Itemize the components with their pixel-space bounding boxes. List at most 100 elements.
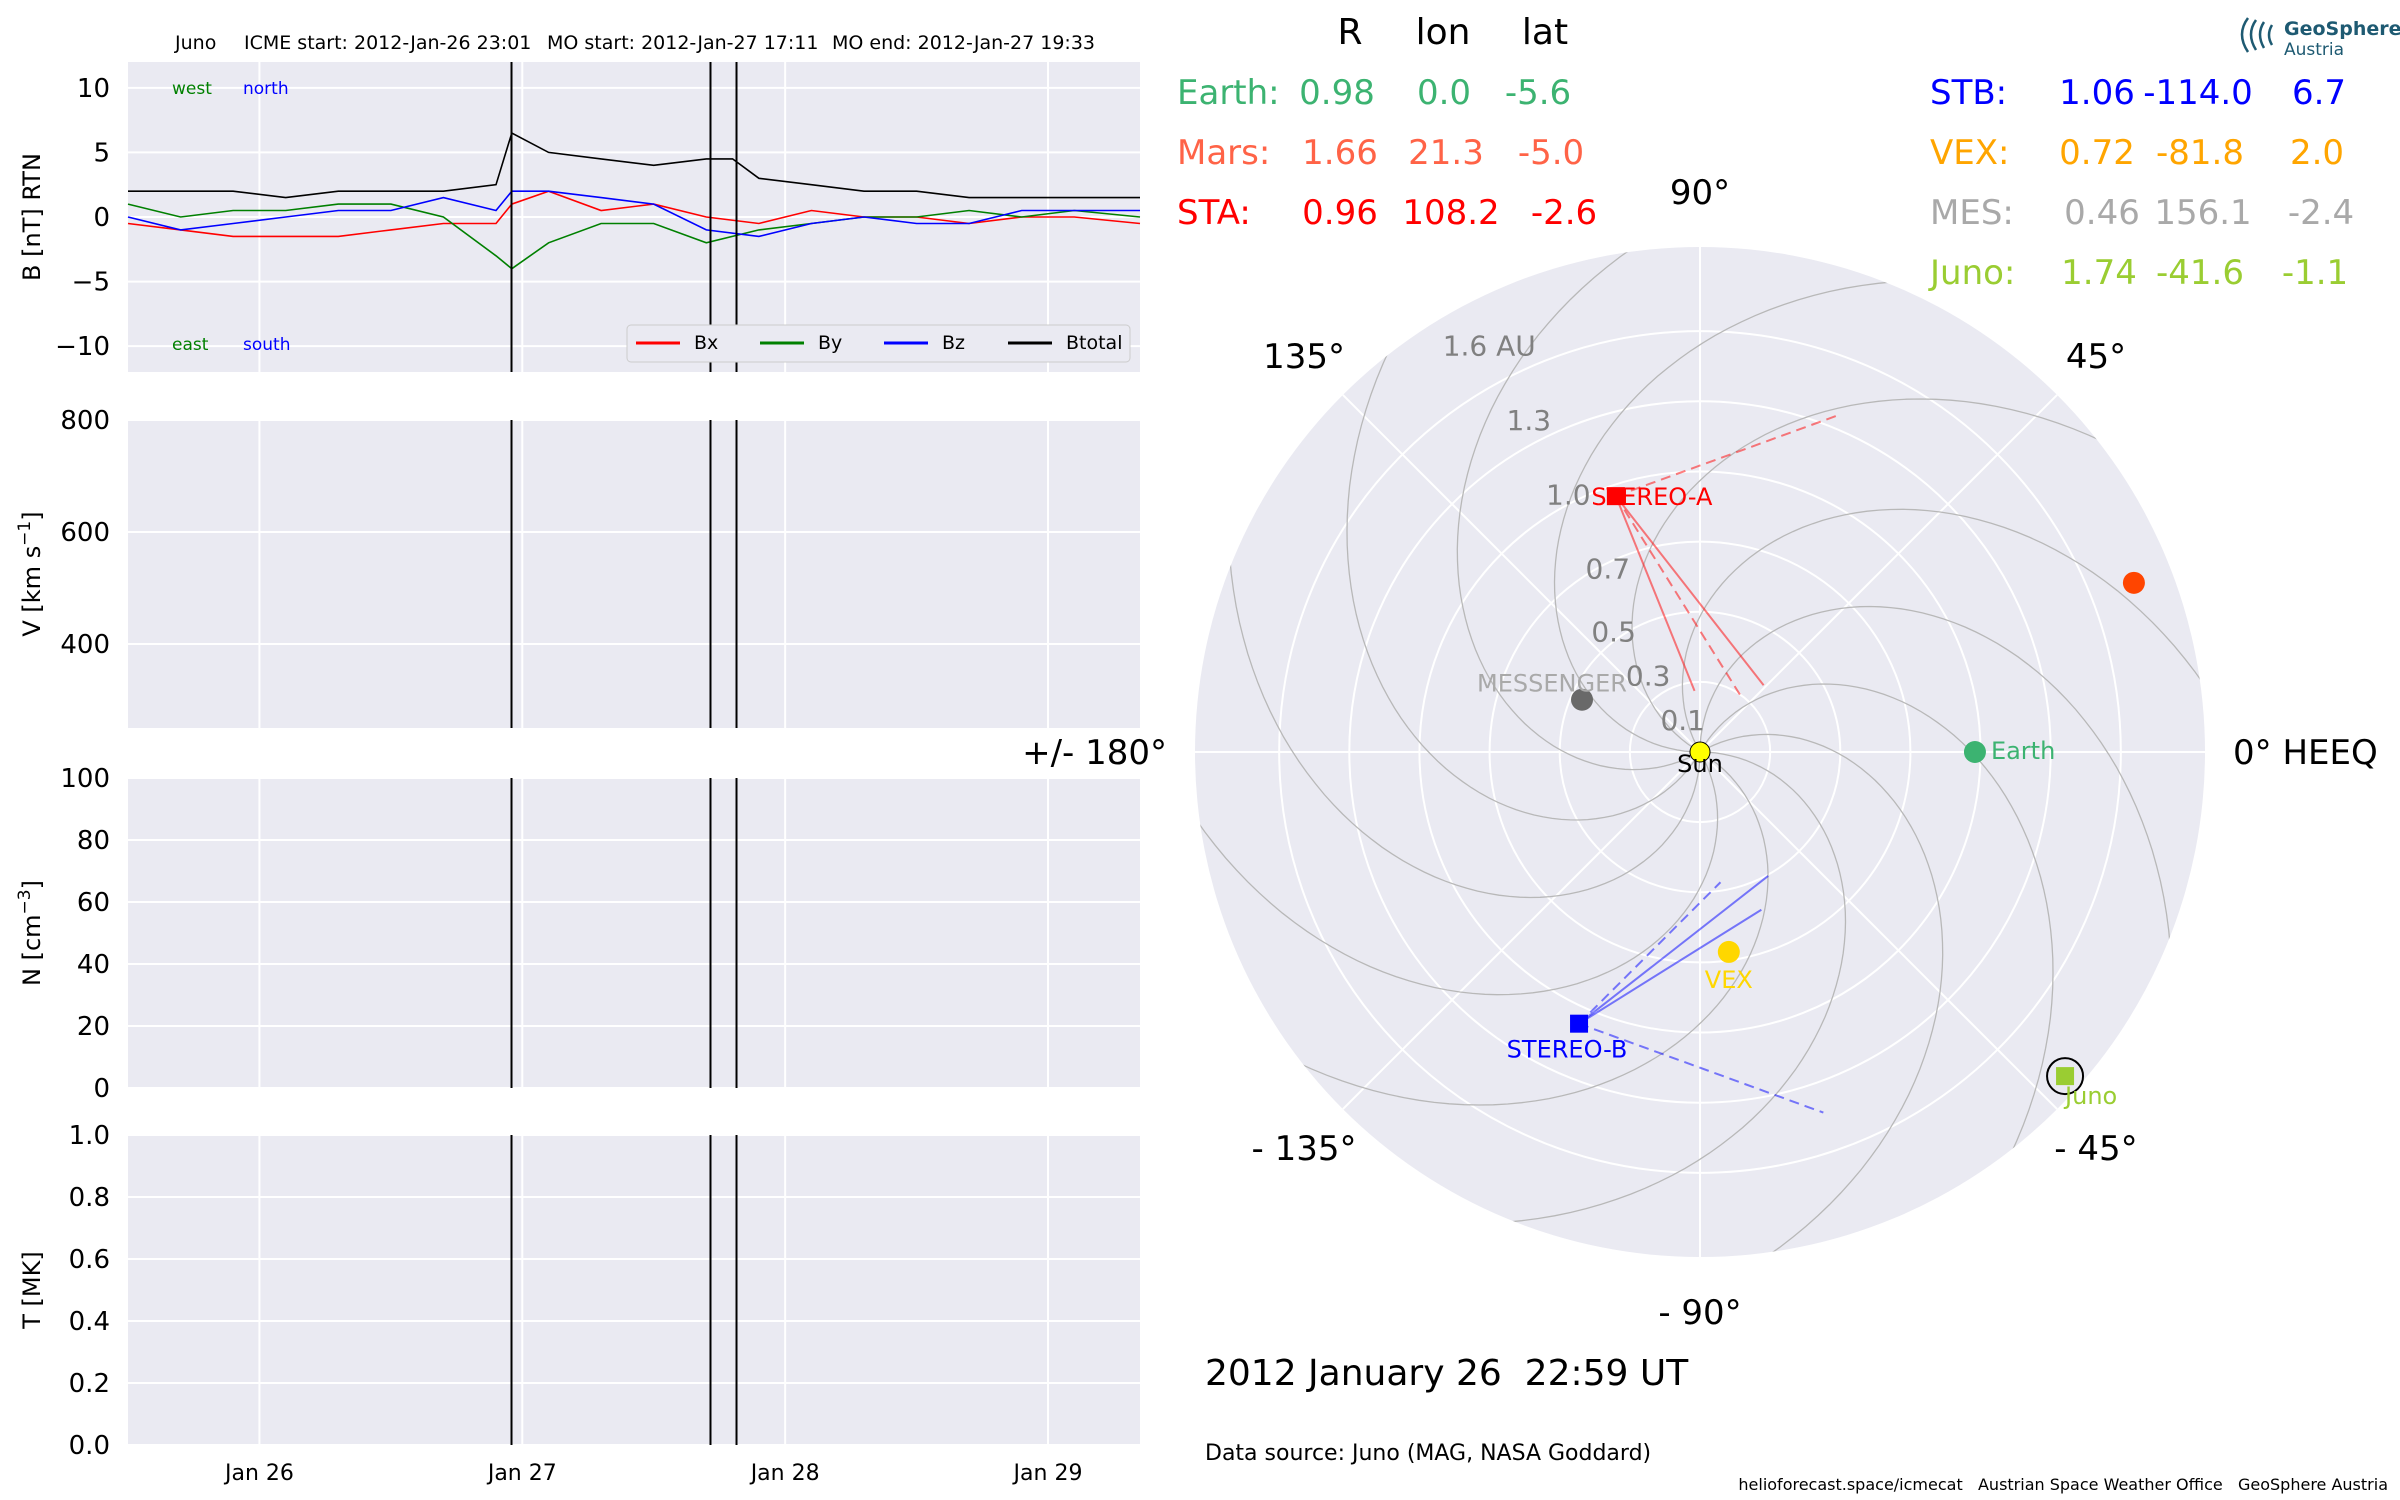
body-label-sta: STEREO-A <box>1591 483 1713 511</box>
y-axis-label-text: ] <box>18 511 46 520</box>
radial-tick-label: 0.5 <box>1591 615 1636 648</box>
body-label-sun: Sun <box>1677 750 1723 778</box>
y-tick-label: 0.4 <box>69 1307 110 1337</box>
view-line-sta <box>1615 495 1744 701</box>
radial-tick-label: 1.0 <box>1546 478 1591 511</box>
panel-velocity: 400 600 800 V [km s−1] <box>15 406 1140 728</box>
y-tick-label: 80 <box>77 826 110 856</box>
y-axis-label-text: N [cm <box>18 914 46 986</box>
series-line-btotal <box>128 131 1140 199</box>
positions-table-left: Earth: 0.98 0.0 -5.6 Mars: 1.66 21.3 -5.… <box>1177 73 1597 233</box>
angle-label: 135° <box>1263 337 1345 377</box>
table-header-lon: lon <box>1416 12 1471 53</box>
row-stb-lon: -114.0 <box>2143 73 2253 113</box>
row-vex-r: 0.72 <box>2059 133 2135 173</box>
row-sta-r: 0.96 <box>1302 193 1378 233</box>
row-juno-r: 1.74 <box>2061 253 2137 293</box>
positions-table-right: STB: 1.06 -114.0 6.7 VEX: 0.72 -81.8 2.0… <box>1928 73 2354 293</box>
row-stb-name: STB: <box>1930 73 2007 113</box>
polar-spoke <box>1699 394 2058 753</box>
annotation-west: west <box>172 79 212 99</box>
y-tick-label: 0.8 <box>69 1183 110 1213</box>
body-marker-juno <box>2056 1067 2075 1086</box>
y-axis-label-exponent: −3 <box>15 889 35 914</box>
body-label-earth: Earth <box>1991 737 2055 765</box>
angle-label: 45° <box>2066 337 2126 377</box>
panel-magnetic-field: −10 −5 0 5 10 B [nT] RTN <box>18 62 1141 372</box>
parker-spiral-line <box>1456 247 1875 771</box>
data-source-label: Data source: Juno (MAG, NASA Goddard) <box>1205 1441 1651 1466</box>
y-tick-label: −10 <box>55 332 110 362</box>
series-line-bx <box>127 190 1141 238</box>
y-tick-label: 800 <box>60 406 110 436</box>
y-tick-label: 10 <box>77 74 110 104</box>
row-earth-lon: 0.0 <box>1417 73 1471 113</box>
angle-label: 90° <box>1670 173 1730 213</box>
panel-density: 0 20 40 60 80 100 N [cm−3] <box>15 764 1140 1104</box>
row-juno-name: Juno: <box>1928 253 2015 293</box>
y-tick-label: 60 <box>77 888 110 918</box>
angle-label: +/- 180° <box>1022 733 1167 773</box>
row-stb-r: 1.06 <box>2059 73 2135 113</box>
panel-background <box>128 1135 1140 1445</box>
parker-spiral-line <box>1681 508 2205 927</box>
body-marker-sun <box>1689 741 1711 763</box>
header-mo-start: MO start: 2012-Jan-27 17:11 <box>547 32 818 54</box>
y-tick-label: 20 <box>77 1012 110 1042</box>
datetime-label: 2012 January 26 22:59 UT <box>1205 1353 1689 1394</box>
timeseries-panels: −10 −5 0 5 10 B [nT] RTN 400 600 800 V [km s−1] 0 2… <box>15 62 1141 1486</box>
radial-tick-label: 0.1 <box>1660 704 1705 737</box>
y-axis-label-text: V [km s <box>18 546 46 637</box>
juno-highlight-ring <box>2046 1057 2085 1096</box>
y-axis-label-exponent: −1 <box>15 521 35 546</box>
geosphere-logo-icon <box>2240 17 2274 53</box>
row-mes-r: 0.46 <box>2064 193 2140 233</box>
y-tick-label: 100 <box>60 764 110 794</box>
angle-label: 0° HEEQ <box>2233 733 2378 773</box>
row-mars-r: 1.66 <box>1302 133 1378 173</box>
body-marker-earth <box>1963 741 1986 763</box>
x-tick-label: Jan 28 <box>749 1461 820 1486</box>
row-mes-lon: 156.1 <box>2154 193 2251 233</box>
radial-tick-label: 1.3 <box>1507 404 1552 437</box>
y-tick-label: 40 <box>77 950 110 980</box>
legend: Bx By Bz Btotal <box>626 324 1131 363</box>
body-label-juno: Juno <box>2063 1082 2117 1110</box>
row-earth-name: Earth: <box>1177 73 1280 113</box>
radial-tick-label: 0.7 <box>1586 553 1631 586</box>
y-tick-label: 400 <box>60 630 110 660</box>
polar-spoke <box>1342 751 1701 1110</box>
y-tick-label: 0 <box>93 203 110 233</box>
table-header-lat: lat <box>1522 12 1568 53</box>
row-mars-name: Mars: <box>1177 133 1270 173</box>
row-mes-name: MES: <box>1930 193 2014 233</box>
row-earth-lat: -5.6 <box>1505 73 1571 113</box>
view-line-sta <box>1614 495 1696 692</box>
row-sta-lon: 108.2 <box>1402 193 1499 233</box>
panel-background <box>128 420 1140 728</box>
parker-spiral-line <box>1195 577 1719 996</box>
body-marker-sta <box>1606 487 1625 506</box>
y-tick-label: 5 <box>93 138 110 168</box>
logo-line1: GeoSphere <box>2284 18 2400 40</box>
legend-label-bx: Bx <box>694 332 718 354</box>
body-marker-mars <box>2122 571 2145 594</box>
y-tick-label: 0 <box>93 1074 110 1104</box>
y-axis-label: V [km s−1] <box>15 511 46 636</box>
header-spacecraft: Juno <box>174 32 216 54</box>
parker-spiral-line <box>1525 733 1944 1257</box>
angle-label: - 45° <box>2054 1129 2137 1169</box>
view-line-stb <box>1578 908 1762 1025</box>
y-tick-label: 0.2 <box>69 1369 110 1399</box>
panel-background <box>128 778 1140 1088</box>
row-mars-lat: -5.0 <box>1518 133 1584 173</box>
series-line-by <box>127 203 1141 270</box>
annotation-north: north <box>243 79 289 99</box>
body-label-stb: STEREO-B <box>1507 1036 1628 1064</box>
y-tick-label: 0.6 <box>69 1245 110 1275</box>
logo-line2: Austria <box>2284 40 2344 60</box>
y-axis-label-text: ] <box>18 880 46 889</box>
row-stb-lat: 6.7 <box>2292 73 2346 113</box>
row-vex-lat: 2.0 <box>2290 133 2344 173</box>
row-sta-lat: -2.6 <box>1531 193 1597 233</box>
